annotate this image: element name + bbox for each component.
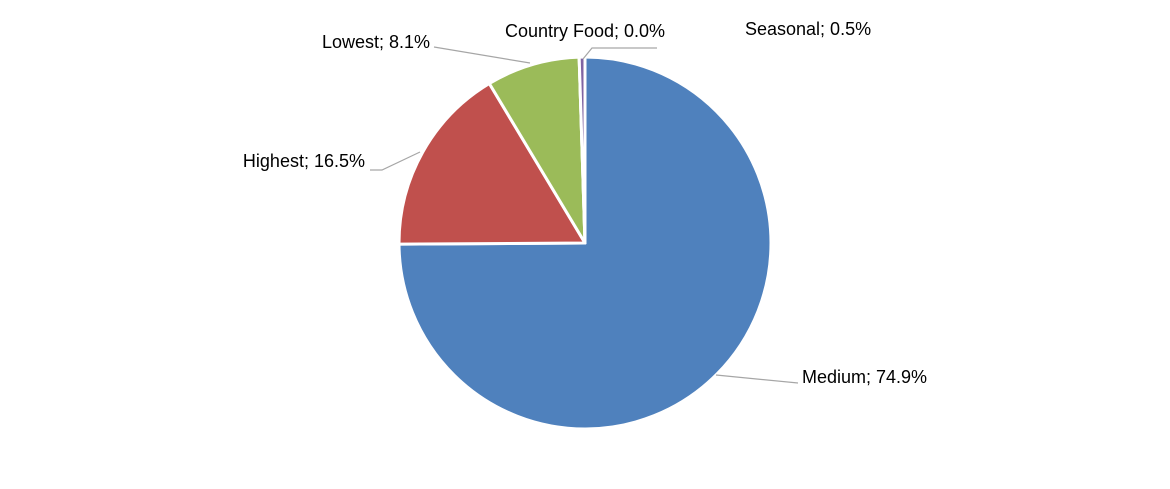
pie-slice [397, 82, 587, 246]
leader-line [433, 46, 531, 64]
pie-slice [487, 55, 587, 245]
data-label: Medium; 74.9% [802, 367, 927, 387]
data-label: Lowest; 8.1% [322, 32, 430, 52]
leader-line [370, 151, 421, 171]
data-label: Seasonal; 0.5% [745, 19, 871, 39]
data-label: Country Food; 0.0% [505, 21, 665, 41]
leader-line [582, 47, 657, 60]
leader-line [715, 374, 799, 384]
data-label: Highest; 16.5% [243, 151, 365, 171]
